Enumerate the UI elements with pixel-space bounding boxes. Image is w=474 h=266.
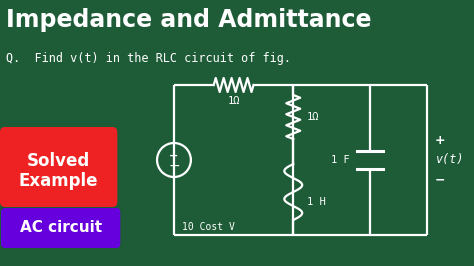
Text: 10 Cost V: 10 Cost V — [182, 222, 235, 232]
Text: 1Ω: 1Ω — [228, 96, 240, 106]
Text: Q.  Find v(t) in the RLC circuit of fig.: Q. Find v(t) in the RLC circuit of fig. — [6, 52, 291, 65]
Text: −: − — [434, 173, 445, 186]
Text: 1 H: 1 H — [307, 197, 326, 207]
Text: v(t): v(t) — [437, 153, 465, 167]
Text: 1 F: 1 F — [331, 155, 350, 165]
Text: AC circuit: AC circuit — [19, 221, 102, 235]
Text: 1Ω: 1Ω — [307, 112, 319, 122]
Text: +: + — [434, 134, 445, 147]
Text: Impedance and Admittance: Impedance and Admittance — [6, 8, 372, 32]
Text: Example: Example — [19, 172, 99, 190]
Text: Solved: Solved — [27, 152, 90, 170]
FancyBboxPatch shape — [0, 127, 117, 207]
FancyBboxPatch shape — [1, 208, 120, 248]
Text: −: − — [168, 159, 180, 173]
Text: +: + — [169, 151, 179, 161]
